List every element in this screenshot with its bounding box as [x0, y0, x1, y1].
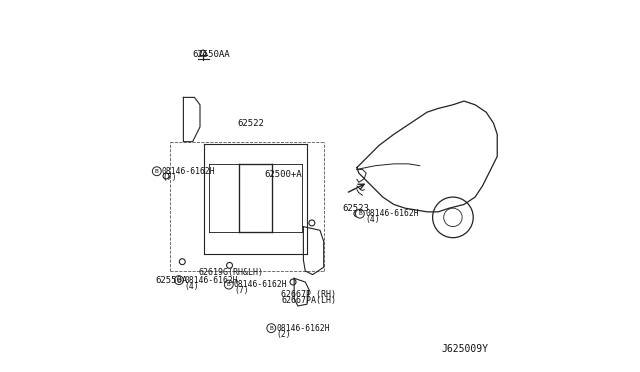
Text: (4): (4) — [365, 215, 380, 224]
Circle shape — [309, 220, 315, 226]
Text: 62667PA(LH): 62667PA(LH) — [281, 296, 336, 305]
Text: 62500+A: 62500+A — [264, 170, 302, 179]
Circle shape — [227, 262, 232, 268]
Text: 62550AA: 62550AA — [193, 51, 230, 60]
Text: J625009Y: J625009Y — [441, 344, 488, 354]
Circle shape — [152, 167, 161, 176]
Circle shape — [267, 324, 276, 333]
Circle shape — [175, 276, 184, 285]
Circle shape — [179, 259, 185, 264]
Text: 62619G(RH&LH): 62619G(RH&LH) — [198, 268, 263, 277]
Text: 62667P (RH): 62667P (RH) — [281, 291, 336, 299]
Text: 62550A: 62550A — [156, 276, 188, 285]
Text: (4): (4) — [184, 282, 199, 291]
Circle shape — [355, 209, 364, 218]
Text: (7): (7) — [234, 286, 248, 295]
Text: B: B — [358, 211, 362, 216]
Text: B: B — [177, 278, 181, 283]
Text: (7): (7) — [162, 173, 177, 182]
Text: B: B — [269, 326, 273, 331]
Circle shape — [290, 279, 296, 285]
Text: B: B — [227, 282, 230, 287]
Circle shape — [200, 50, 206, 56]
Text: 08146-6162H: 08146-6162H — [365, 209, 419, 218]
Text: 08146-6162H: 08146-6162H — [276, 324, 330, 333]
Text: B: B — [155, 169, 159, 174]
Circle shape — [354, 211, 360, 217]
Text: (2): (2) — [276, 330, 291, 339]
Text: 08146-6162H: 08146-6162H — [162, 167, 216, 176]
Text: 08146-6162H: 08146-6162H — [234, 280, 287, 289]
Text: 62522: 62522 — [237, 119, 264, 128]
Text: 08146-6162H: 08146-6162H — [184, 276, 237, 285]
Text: 62523: 62523 — [342, 203, 369, 213]
Circle shape — [225, 280, 233, 289]
Circle shape — [163, 173, 169, 179]
